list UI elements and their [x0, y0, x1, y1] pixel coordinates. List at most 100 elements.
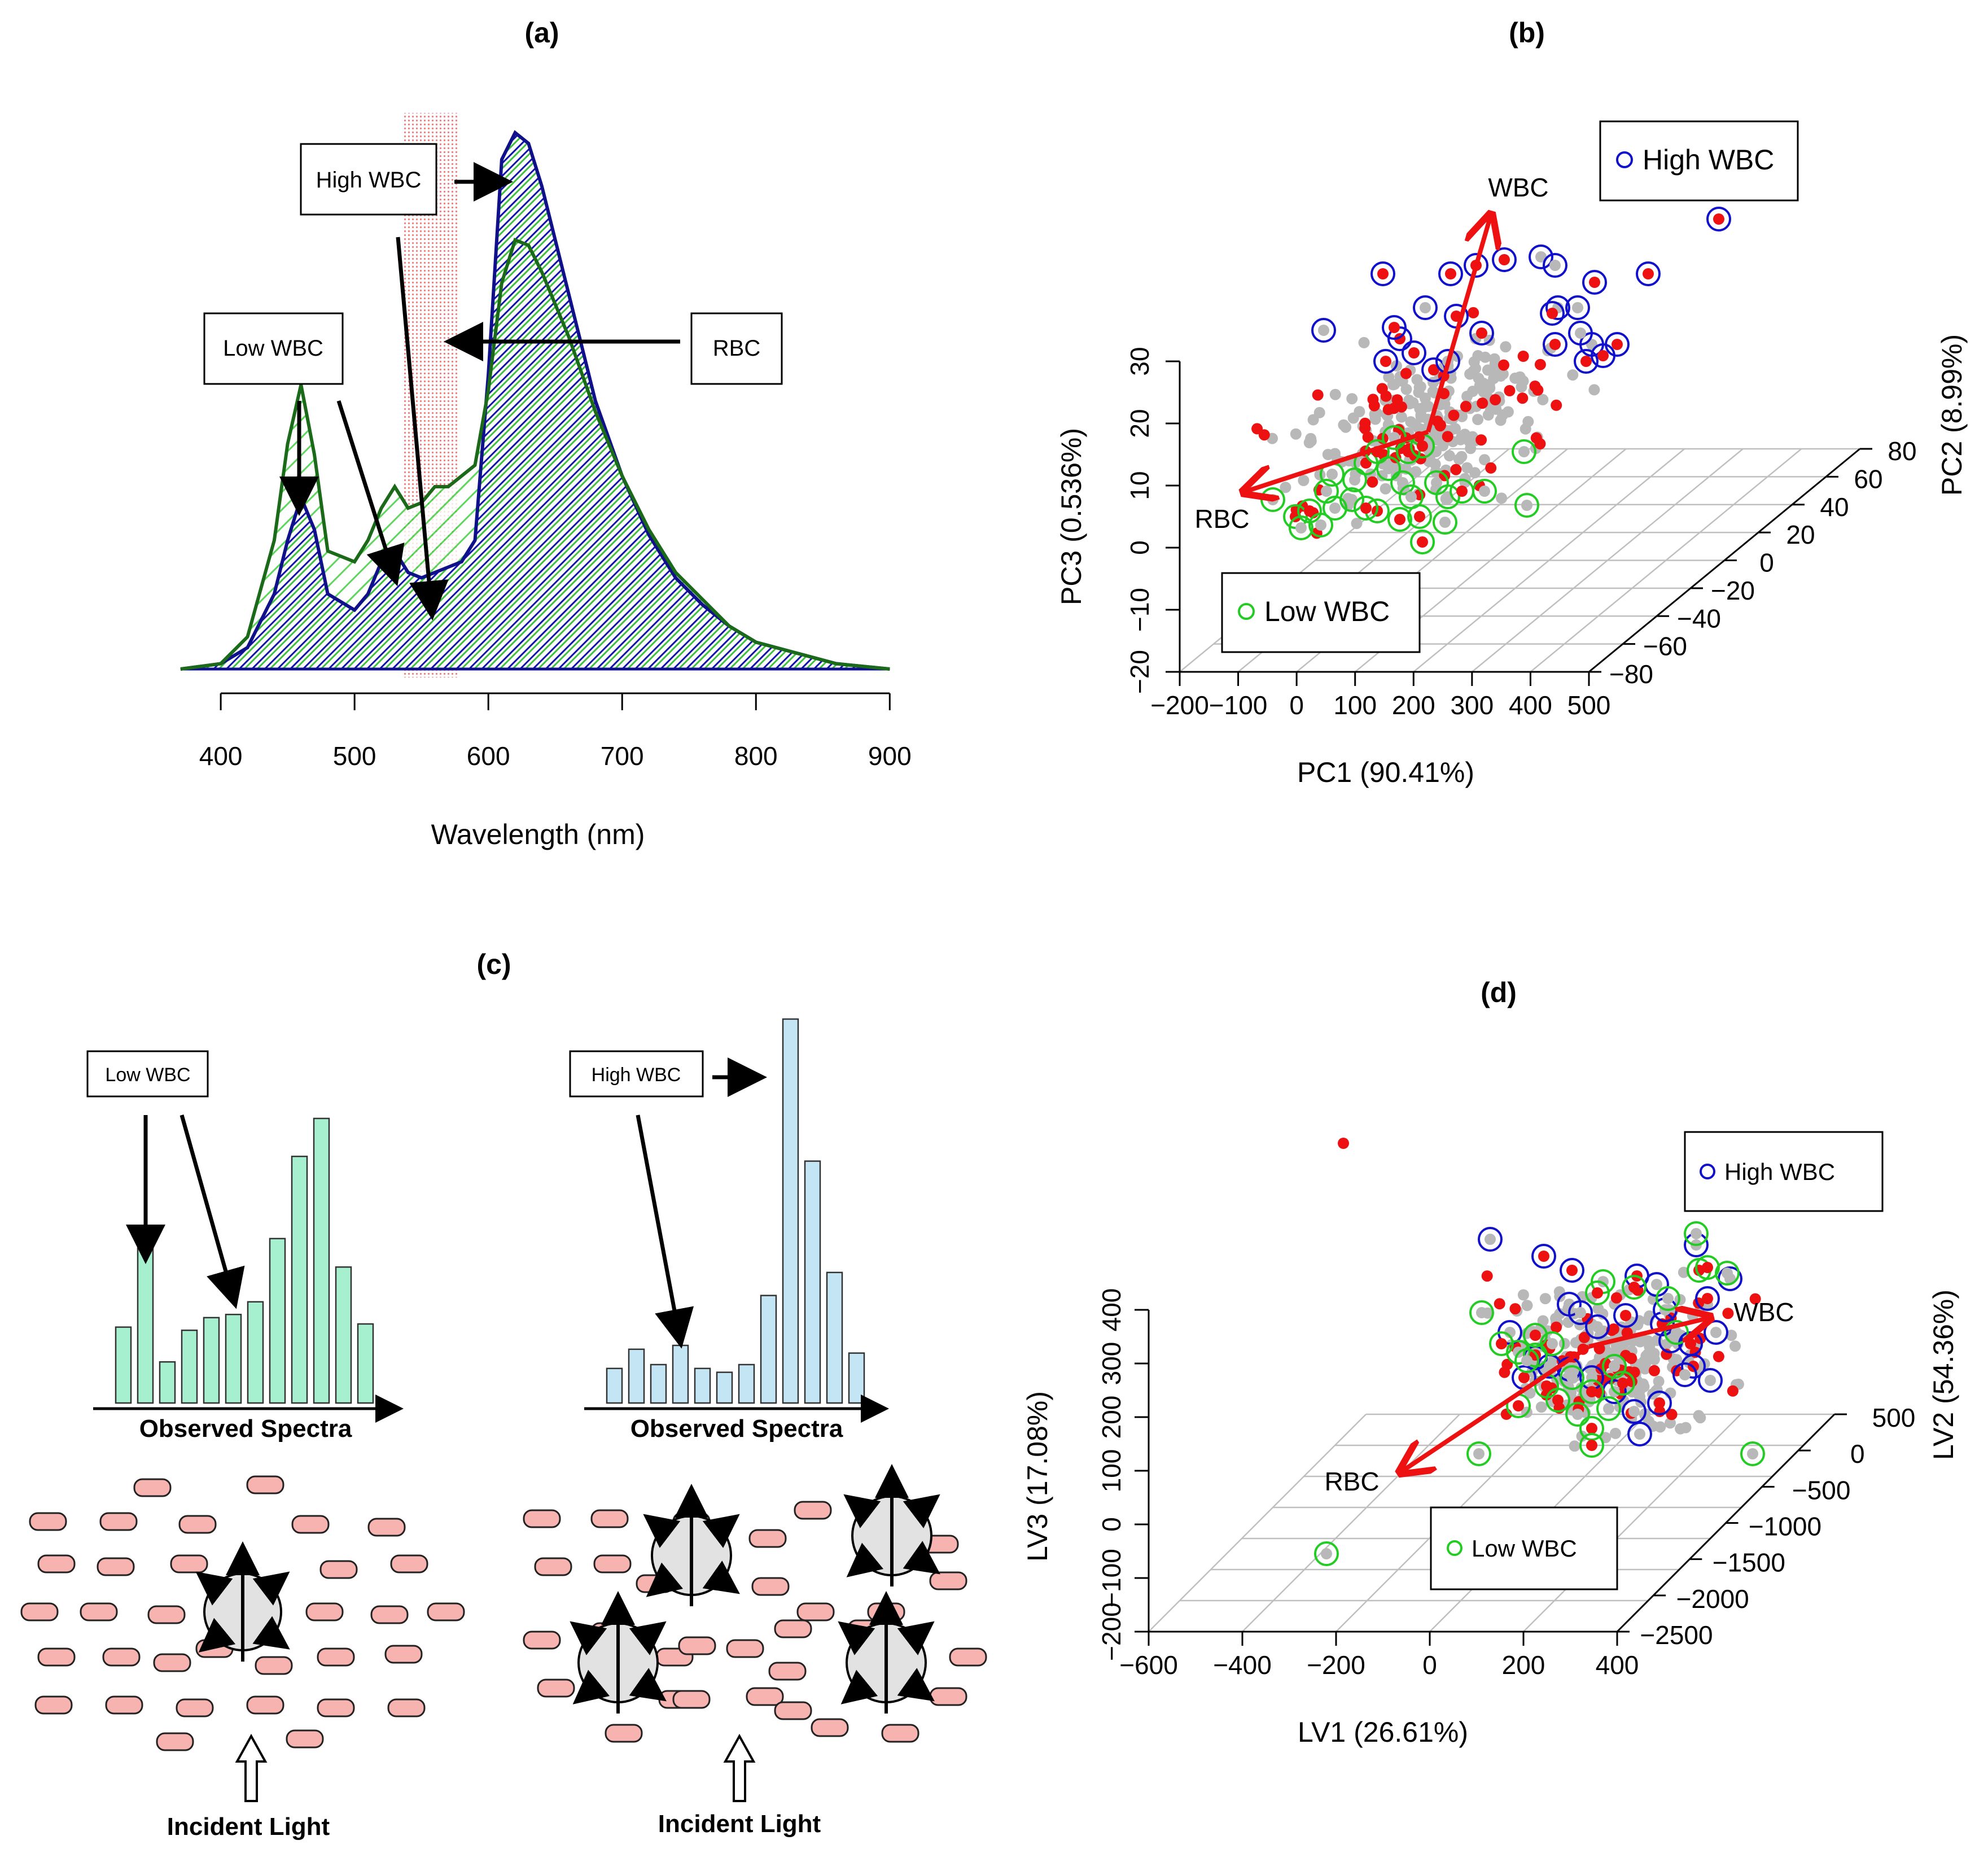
- scatter-arrow: [252, 1616, 290, 1650]
- high-wbc-point: [1492, 247, 1517, 272]
- panel-d-ztick: −1000: [1749, 1512, 1821, 1541]
- panel-b-legend-low: Low WBC: [1221, 572, 1421, 653]
- panel-d-xtick: 0: [1422, 1650, 1437, 1680]
- high-wbc-point: [1540, 301, 1565, 326]
- left-spectra-axis: Observed Spectra: [93, 1395, 404, 1443]
- sample-point: [1389, 378, 1400, 390]
- sample-point: [1576, 1430, 1588, 1442]
- sample-point: [1428, 364, 1439, 375]
- sample-point: [1315, 519, 1326, 531]
- rbc-cell: [796, 1602, 835, 1621]
- sample-point: [1476, 1307, 1487, 1318]
- sample-point: [1537, 394, 1549, 405]
- sample-point: [1586, 1386, 1597, 1397]
- sample-point: [1628, 1282, 1640, 1293]
- panel-b-ztick: −20: [1711, 576, 1755, 605]
- high-wbc-point: [1647, 1391, 1672, 1415]
- sample-point: [1380, 483, 1391, 495]
- panel-b-xtick: 0: [1289, 690, 1304, 720]
- sample-point: [1566, 1372, 1578, 1383]
- sample-point: [1346, 494, 1358, 505]
- rbc-cell: [929, 1571, 967, 1590]
- sample-point: [1494, 1298, 1505, 1310]
- spectrum-bar: [694, 1367, 711, 1404]
- panel-d-ytick: 300: [1097, 1342, 1126, 1385]
- panel-b-x-axis: −200 −100 0 100 200 300 400 500: [1150, 671, 1610, 720]
- spectrum-bar: [760, 1295, 777, 1404]
- sample-point: [1499, 254, 1510, 265]
- sample-point: [1359, 417, 1371, 429]
- sample-point: [1400, 368, 1412, 379]
- panel-d-y-axis: 400 300 200 100 0 −100−200: [1097, 1288, 1150, 1661]
- sample-point: [1485, 404, 1496, 416]
- sample-point: [1459, 429, 1471, 440]
- high-wbc-point: [1402, 340, 1426, 365]
- spectrum-bar: [159, 1361, 176, 1404]
- rbc-cell: [170, 1554, 208, 1573]
- spectrum-bar: [716, 1371, 733, 1404]
- rbc-cell: [20, 1602, 59, 1621]
- legend-high-marker: [1616, 151, 1633, 168]
- right-observed-spectrum: [606, 1018, 865, 1404]
- rbc-cell: [291, 1515, 330, 1534]
- panel-b-ztick: −40: [1677, 604, 1721, 633]
- sample-point: [1290, 428, 1302, 440]
- sample-point: [1400, 383, 1412, 395]
- panel-b-xtick: −100: [1209, 690, 1268, 720]
- sample-point: [1592, 1321, 1603, 1332]
- outlier-point: [1338, 1138, 1349, 1149]
- sample-point: [1589, 277, 1600, 288]
- rbc-cell: [523, 1631, 561, 1650]
- sample-point: [1653, 1375, 1665, 1387]
- sample-point: [1496, 1338, 1507, 1349]
- rbc-cell: [774, 1619, 812, 1638]
- rbc-cell: [726, 1639, 764, 1658]
- rbc-annotation: RBC: [713, 336, 760, 361]
- panel-b-y-axis: 30 20 10 0 −10 −20: [1125, 347, 1181, 694]
- sample-point: [1490, 394, 1501, 405]
- sample-point: [1389, 322, 1400, 333]
- high-wbc-point: [1435, 349, 1460, 374]
- scatter-arrow: [897, 1621, 935, 1655]
- sample-point: [1497, 409, 1509, 421]
- rbc-cell: [384, 1645, 423, 1664]
- sample-point: [1329, 502, 1341, 514]
- low-wbc-point: [1579, 1379, 1604, 1404]
- rbc-vector-label: RBC: [1194, 504, 1249, 534]
- panel-a-xtick: 800: [734, 741, 778, 771]
- spectrum-bar: [782, 1018, 799, 1404]
- rbc-cell: [748, 1529, 787, 1548]
- legend-low-label-d: Low WBC: [1472, 1535, 1577, 1562]
- rbc-annotation-box: [690, 312, 783, 385]
- sample-point: [1517, 392, 1529, 404]
- panel-b-ytick: −20: [1125, 650, 1154, 694]
- spectrum-bar: [650, 1363, 667, 1404]
- sample-point: [1410, 466, 1422, 478]
- scatter-arrow: [838, 1621, 875, 1655]
- panel-b-ylabel: PC3 (0.536%): [1056, 428, 1087, 605]
- sample-point: [1340, 421, 1352, 433]
- wbc-vector-label-d: WBC: [1733, 1297, 1794, 1327]
- panel-b-zlabel: PC2 (8.99%): [1936, 334, 1968, 496]
- sample-point: [1521, 1300, 1533, 1312]
- high-wbc-point: [1543, 253, 1567, 278]
- high-wbc-point: [1543, 332, 1567, 357]
- sample-point: [1397, 477, 1408, 488]
- sample-point: [1722, 1308, 1734, 1319]
- sample-point: [1597, 350, 1609, 361]
- sample-point: [1610, 1427, 1621, 1439]
- rbc-cell: [387, 1698, 426, 1717]
- low-wbc-annotation-box: [203, 312, 344, 385]
- high-wbc-box-c: [569, 1050, 704, 1098]
- sample-point: [1586, 1423, 1597, 1434]
- sample-point: [1504, 1327, 1516, 1338]
- low-wbc-point: [1289, 515, 1313, 540]
- scatter-arrow: [570, 1621, 607, 1655]
- panel-c: (c) Low WBC High WBC Observed Spectra Ob…: [20, 949, 987, 1841]
- rbc-cell: [751, 1577, 790, 1596]
- scatter-arrow: [646, 1562, 684, 1597]
- sample-point: [1578, 1332, 1590, 1343]
- sample-point: [1665, 1417, 1676, 1429]
- scatter-arrow: [897, 1668, 935, 1702]
